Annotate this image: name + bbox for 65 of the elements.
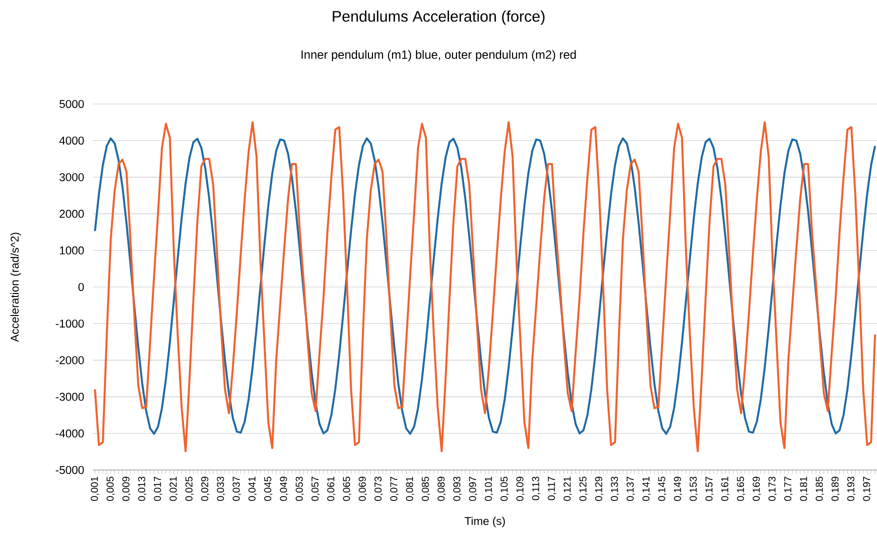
x-tick-label: 0,137 (626, 476, 635, 501)
x-tick-label: 0,065 (342, 476, 352, 501)
y-tick-label: -1000 (56, 320, 84, 328)
x-tick-label: 0,109 (516, 476, 525, 501)
y-axis-title: Acceleration (rad/s^2) (10, 232, 21, 342)
x-tick-label: 0,029 (201, 476, 210, 501)
x-tick-label: 0,061 (327, 476, 336, 501)
x-tick-label: 0,037 (232, 476, 241, 501)
x-tick-label: 0,005 (106, 476, 115, 501)
x-tick-label: 0,069 (358, 476, 368, 501)
y-tick-label: 3000 (60, 173, 84, 182)
y-tick-label: 1000 (60, 246, 84, 254)
x-tick-label: 0,157 (705, 476, 714, 501)
x-axis-title: Time (s) (464, 516, 505, 528)
x-tick-label: 0,009 (122, 476, 131, 501)
x-tick-label: 0,033 (216, 476, 226, 501)
x-tick-label: 0,081 (406, 476, 414, 501)
y-tick-label: -5000 (56, 466, 84, 474)
x-tick-label: 0,021 (170, 476, 178, 501)
y-tick-label: 0 (78, 282, 84, 292)
x-tick-label: 0,185 (816, 476, 824, 501)
x-tick-label: 0,101 (484, 476, 494, 501)
x-tick-label: 0,085 (422, 476, 430, 501)
x-tick-label: 0,133 (610, 476, 620, 501)
x-tick-label: 0,077 (390, 476, 399, 501)
x-tick-label: 0,089 (438, 476, 446, 501)
y-tick-label: 5000 (60, 100, 84, 108)
x-tick-label: 0,121 (564, 476, 572, 501)
x-tick-label: 0,197 (863, 476, 872, 501)
x-tick-label: 0,117 (548, 476, 556, 500)
x-tick-label: 0,001 (90, 476, 100, 501)
y-tick-label: 4000 (59, 136, 84, 145)
x-tick-label: 0,173 (768, 476, 777, 501)
x-tick-label: 0,189 (832, 476, 840, 501)
x-tick-label: 0,153 (690, 476, 698, 501)
chart-title: Pendulums Acceleration (force) (332, 10, 545, 25)
x-tick-label: 0,129 (595, 476, 604, 501)
x-tick-label: 0,073 (374, 476, 383, 501)
x-tick-label: 0,093 (453, 476, 462, 501)
x-tick-label: 0,013 (138, 476, 146, 501)
x-tick-label: 0,161 (721, 476, 730, 501)
x-tick-label: 0,145 (658, 476, 666, 501)
x-tick-label: 0,025 (185, 476, 194, 501)
chart-subtitle: Inner pendulum (m1) blue, outer pendulum (m2) red (302, 50, 576, 62)
y-tick-label: -3000 (56, 392, 84, 401)
x-tick-label: 0,181 (800, 476, 808, 501)
x-tick-label: 0,125 (579, 476, 588, 501)
x-tick-label: 0,041 (248, 476, 257, 501)
x-tick-label: 0,113 (532, 476, 540, 500)
x-tick-label: 0,149 (674, 476, 682, 501)
x-tick-label: 0,193 (847, 476, 856, 501)
y-tick-label: 2000 (60, 210, 84, 218)
x-tick-label: 0,057 (311, 476, 320, 501)
x-tick-label: 0,045 (264, 476, 272, 501)
x-tick-label: 0,049 (280, 476, 288, 501)
y-tick-label: -4000 (56, 429, 84, 438)
y-tick-label: -2000 (56, 356, 84, 364)
x-tick-label: 0,177 (784, 476, 792, 501)
x-tick-label: 0,017 (154, 476, 162, 501)
x-tick-label: 0,097 (469, 476, 478, 501)
x-tick-label: 0,165 (736, 476, 746, 501)
x-tick-label: 0,053 (296, 476, 304, 501)
x-tick-label: 0,141 (642, 476, 651, 501)
x-tick-label: 0,169 (752, 476, 761, 501)
x-tick-label: 0,105 (500, 476, 509, 501)
